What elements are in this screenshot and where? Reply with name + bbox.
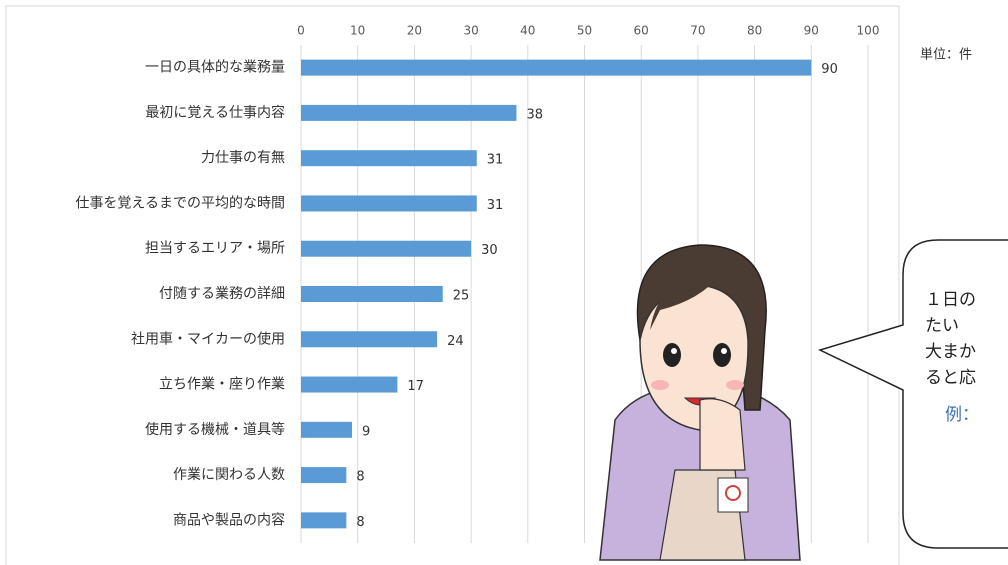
x-tick-label: 100 (857, 24, 880, 38)
bar (301, 422, 352, 438)
category-label: 作業に関わる人数 (173, 467, 285, 483)
unit-label: 単位：件 (920, 47, 972, 63)
x-tick-label: 60 (634, 24, 649, 38)
x-tick-label: 30 (463, 24, 478, 38)
x-tick-label: 70 (690, 24, 705, 38)
x-tick-label: 80 (747, 24, 762, 38)
x-tick-label: 10 (350, 24, 365, 38)
bubble-line: たい (925, 316, 959, 336)
x-tick-label: 90 (804, 24, 819, 38)
bar (301, 241, 471, 257)
x-tick-label: 0 (297, 24, 305, 38)
bar (301, 467, 346, 483)
value-label: 31 (487, 153, 504, 168)
bar (301, 105, 516, 121)
value-label: 31 (487, 198, 504, 213)
value-label: 8 (356, 515, 364, 530)
bar (301, 60, 811, 76)
x-tick-label: 50 (577, 24, 592, 38)
bar (301, 195, 477, 211)
value-label: 17 (407, 379, 424, 394)
bar (301, 286, 443, 302)
category-label: 力仕事の有無 (201, 150, 285, 166)
x-tick-label: 20 (407, 24, 422, 38)
bubble-line: ると応 (925, 368, 976, 388)
value-label: 38 (526, 107, 543, 122)
bar (301, 150, 477, 166)
category-label: 立ち作業・座り作業 (159, 377, 285, 393)
value-label: 8 (356, 470, 364, 485)
bubble-example: 例： (945, 405, 979, 425)
bar (301, 331, 437, 347)
bar (301, 512, 346, 528)
category-label: 付随する業務の詳細 (159, 286, 285, 302)
category-label: 仕事を覚えるまでの平均的な時間 (75, 195, 285, 211)
category-label: 最初に覚える仕事内容 (145, 104, 285, 121)
bubble-line: 大まか (925, 342, 976, 362)
x-tick-label: 40 (520, 24, 535, 38)
category-label: 商品や製品の内容 (173, 511, 285, 528)
bubble-line: １日の (925, 290, 976, 310)
category-label: 担当するエリア・場所 (145, 241, 285, 257)
category-label: 社用車・マイカーの使用 (131, 330, 285, 347)
value-label: 30 (481, 243, 498, 258)
value-label: 90 (821, 62, 838, 77)
page: 0 10 20 30 40 50 60 70 80 90 100 一日の具体的な業務量 90 最初に覚える… (0, 0, 1008, 565)
bar (301, 377, 397, 393)
value-label: 24 (447, 334, 464, 349)
category-label: 使用する機械・道具等 (145, 421, 285, 438)
value-label: 25 (453, 289, 470, 304)
chart: 0 10 20 30 40 50 60 70 80 90 100 一日の具体的な業務量 90 最初に覚える… (0, 0, 1008, 565)
value-label: 9 (362, 424, 370, 439)
category-label: 一日の具体的な業務量 (145, 60, 285, 76)
